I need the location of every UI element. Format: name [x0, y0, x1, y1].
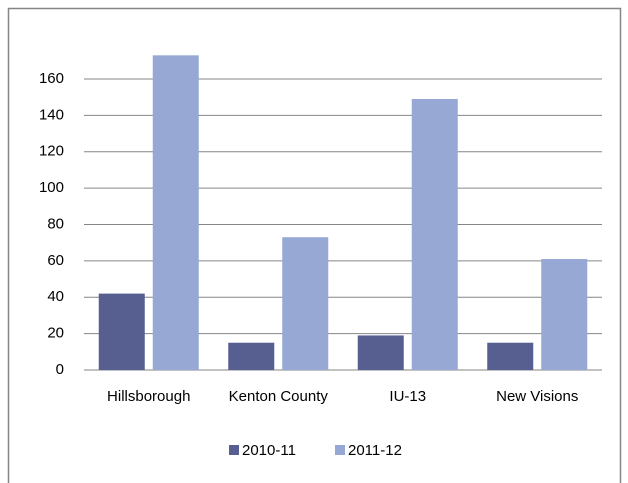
x-tick-label: New Visions: [496, 388, 578, 405]
y-tick-label: 60: [47, 252, 64, 269]
bar: [411, 98, 458, 370]
legend-label: 2011-12: [348, 442, 402, 459]
y-tick-label: 140: [39, 106, 64, 123]
y-tick-label: 20: [47, 325, 64, 342]
legend-label: 2010-11: [242, 442, 296, 459]
bar: [357, 335, 404, 370]
x-tick-label: IU-13: [389, 388, 426, 405]
y-tick-label: 100: [39, 179, 64, 196]
x-tick-label: Hillsborough: [107, 388, 190, 405]
y-tick-label: 0: [56, 361, 64, 378]
y-tick-label: 40: [47, 288, 64, 305]
bar: [487, 342, 534, 370]
y-tick-label: 80: [47, 215, 64, 232]
chart-frame: [7, 7, 622, 483]
bar: [282, 237, 329, 370]
legend-swatch: [335, 445, 345, 455]
y-tick-label: 120: [39, 143, 64, 160]
bar: [98, 293, 145, 370]
x-tick-label: Kenton County: [229, 388, 329, 405]
bar: [541, 259, 588, 370]
bar: [152, 55, 199, 371]
legend-swatch: [229, 445, 239, 455]
y-tick-label: 160: [39, 70, 64, 87]
bar: [228, 342, 275, 370]
